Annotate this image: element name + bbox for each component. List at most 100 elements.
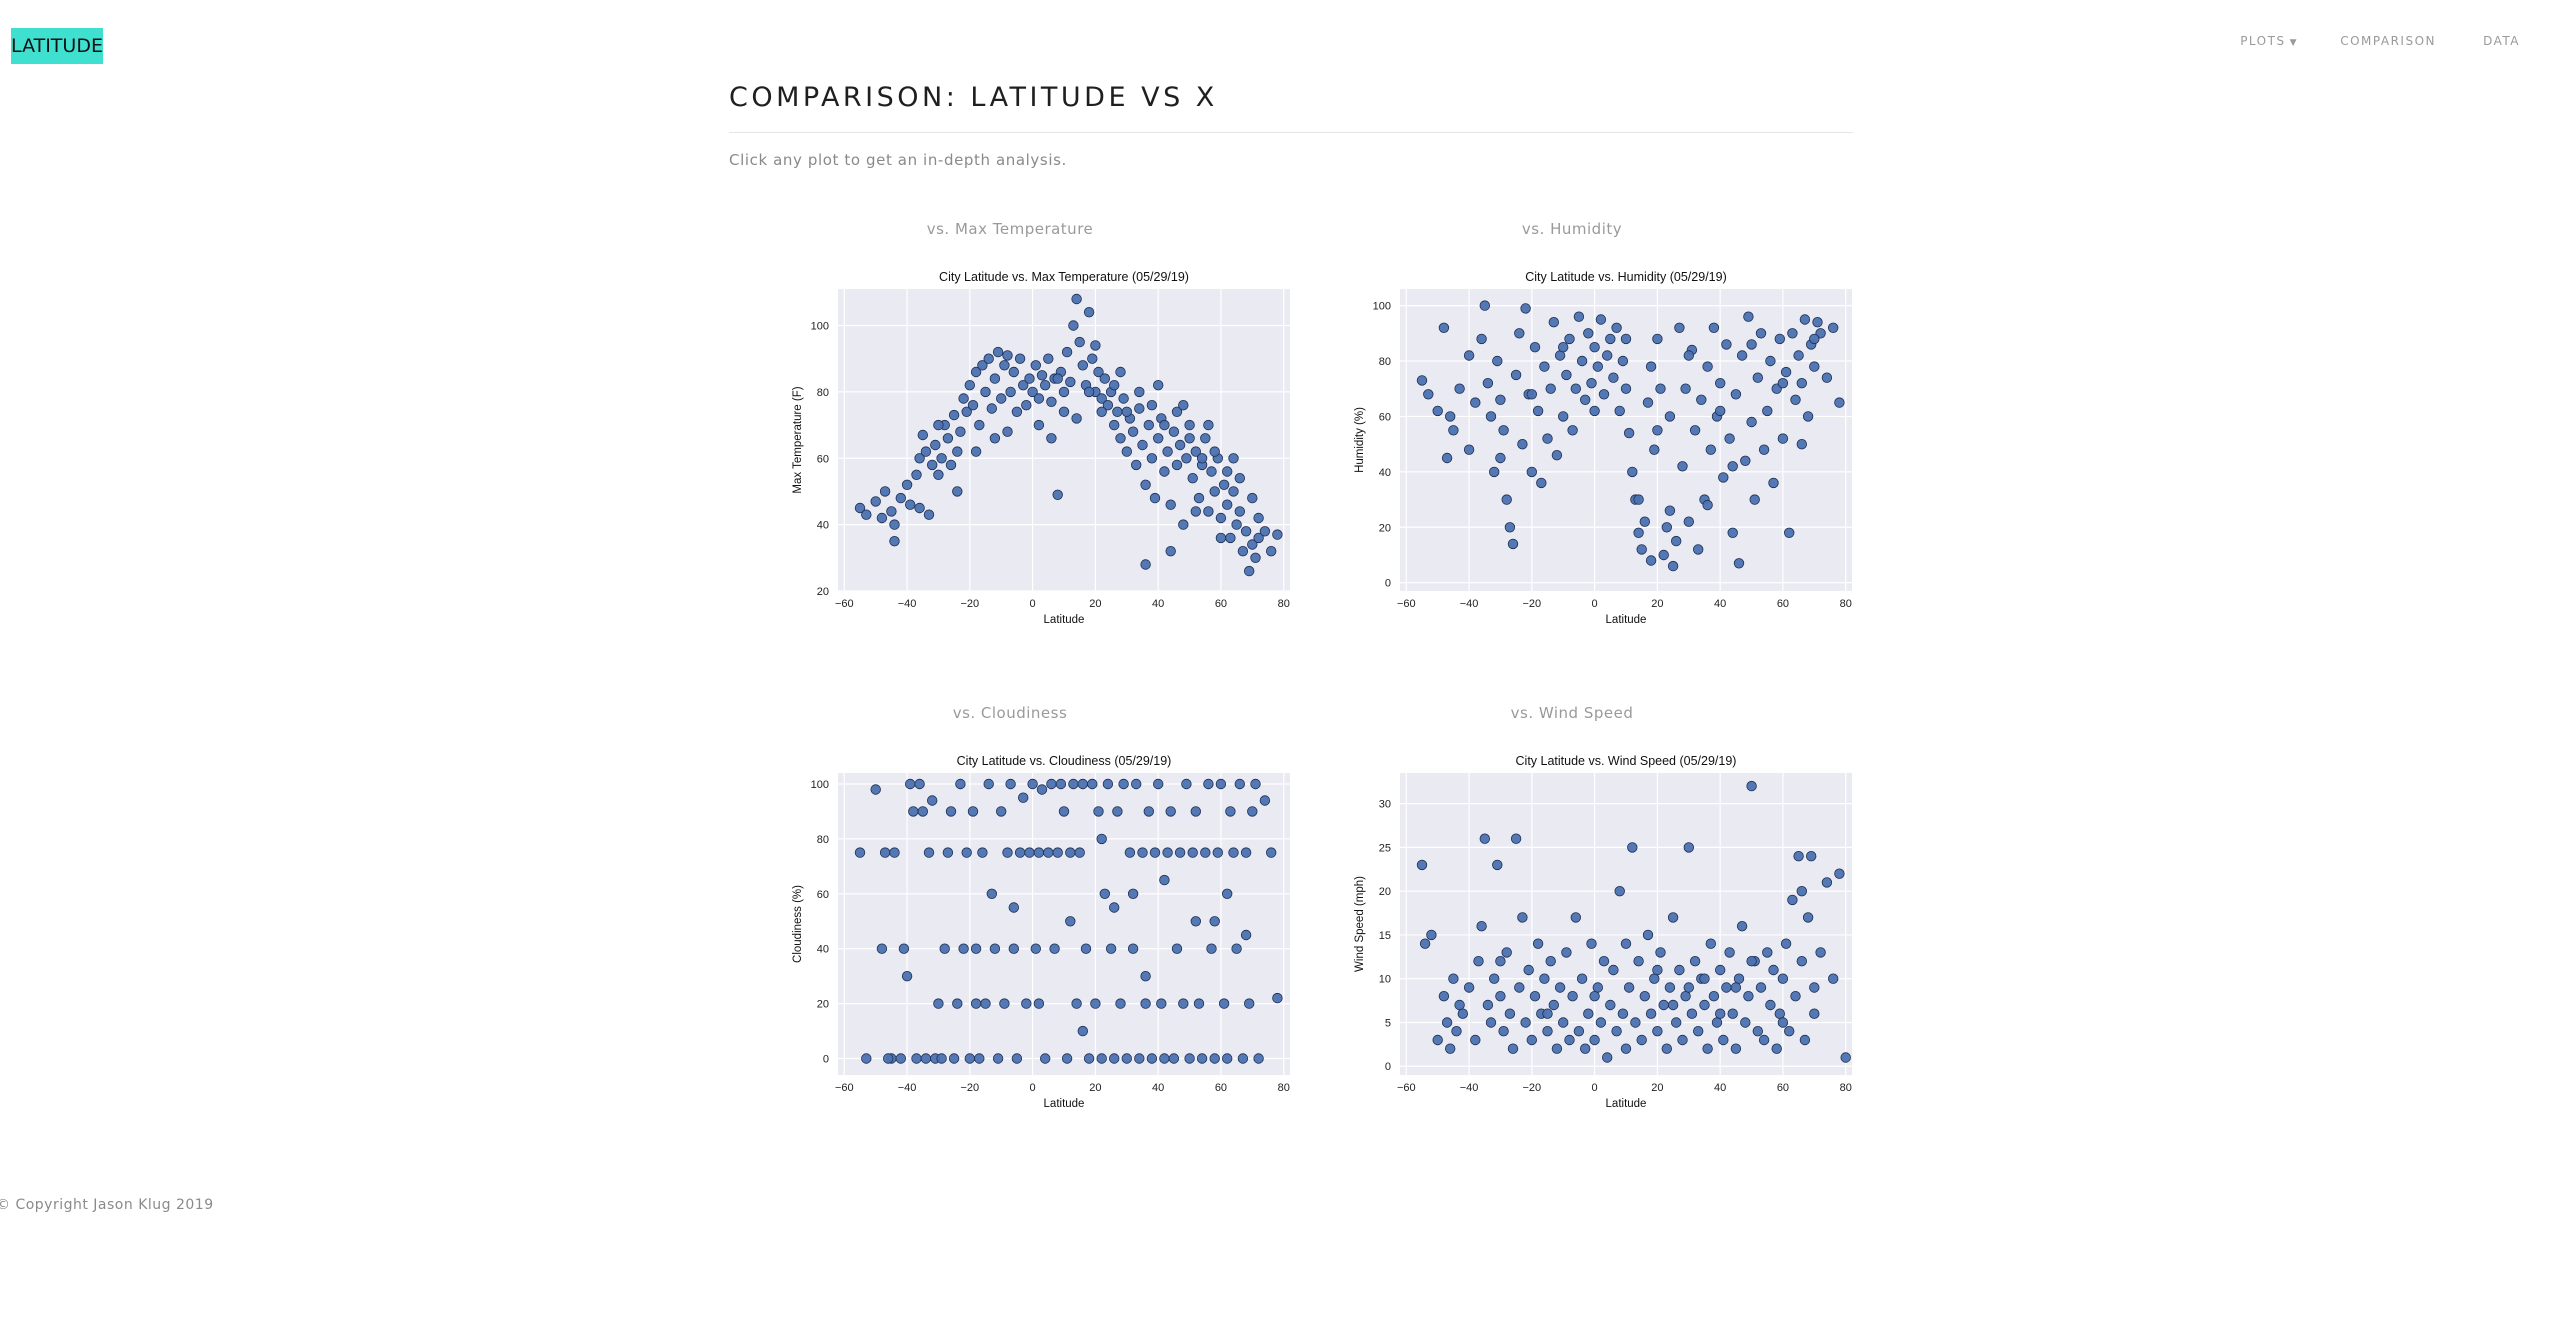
nav-comparison-link[interactable]: COMPARISON (2340, 34, 2436, 48)
data-point (1061, 346, 1073, 358)
data-point (1052, 489, 1063, 501)
data-point (974, 1053, 985, 1064)
x-tick-label: 60 (1215, 598, 1227, 610)
y-tick-label: 15 (1379, 930, 1391, 942)
data-point (1715, 377, 1726, 389)
x-tick-label: −20 (960, 1082, 979, 1094)
data-point (1448, 425, 1459, 436)
data-point (1652, 333, 1663, 345)
data-point (1557, 1017, 1569, 1028)
data-point (1228, 453, 1239, 464)
data-point (1432, 1034, 1443, 1046)
data-point (1448, 973, 1459, 984)
data-point (1231, 943, 1242, 954)
data-point (1234, 506, 1246, 517)
data-point (980, 998, 991, 1009)
data-point (1762, 947, 1773, 958)
data-point (914, 778, 925, 790)
data-point (1498, 1026, 1509, 1037)
data-point (1586, 938, 1597, 949)
data-point (1589, 405, 1600, 417)
data-point (1802, 411, 1814, 422)
data-point (1589, 990, 1600, 1002)
data-point (1115, 998, 1126, 1009)
page-title: COMPARISON: LATITUDE VS X (729, 82, 1218, 113)
data-point (1432, 405, 1443, 417)
nav-plots-dropdown[interactable]: PLOTS ▼ (2240, 34, 2298, 48)
data-point (1683, 842, 1695, 853)
data-point (1633, 494, 1644, 505)
plot-caption-cloudiness: vs. Cloudiness (952, 704, 1068, 722)
data-point (1222, 466, 1233, 477)
data-point (904, 499, 916, 510)
data-point (1736, 350, 1748, 361)
data-point (1178, 519, 1189, 530)
data-point (1143, 419, 1155, 431)
data-point (1137, 847, 1148, 858)
x-tick-label: 40 (1152, 598, 1164, 610)
plot-wind-speed[interactable]: −60 −40 −20 0 20 40 60 80 0 5 10 15 20 25 30 City Latit… (1342, 749, 1902, 1119)
plot-humidity[interactable]: −60 −40 −20 0 20 40 60 80 0 20 40 60 80 100 City Latit… (1342, 265, 1902, 635)
data-point (1099, 888, 1111, 900)
data-point (1730, 389, 1742, 400)
data-point (1702, 1043, 1713, 1054)
data-point (1620, 383, 1632, 394)
data-point (961, 406, 972, 418)
data-point (1579, 394, 1591, 406)
data-point (1498, 425, 1509, 436)
data-point (1143, 806, 1155, 817)
data-point (1127, 943, 1139, 954)
data-point (1583, 328, 1594, 339)
data-point (1715, 405, 1726, 417)
data-point (1083, 307, 1095, 318)
y-tick-label: 25 (1379, 842, 1391, 854)
x-tick-label: 20 (1651, 598, 1663, 610)
data-point (1620, 333, 1632, 345)
data-point (1165, 499, 1176, 510)
data-point (1259, 795, 1271, 806)
y-tick-label: 20 (1379, 522, 1391, 534)
data-point (1573, 1026, 1585, 1037)
data-point (1096, 393, 1107, 404)
data-point (1250, 552, 1261, 564)
data-point (1036, 784, 1048, 795)
data-point (1526, 466, 1538, 478)
plot-max-temperature[interactable]: −60 −40 −20 0 20 40 60 80 20 40 60 80 100 City Latitu… (780, 265, 1340, 635)
nav-data-link[interactable]: DATA (2483, 34, 2520, 48)
data-point (1206, 943, 1217, 954)
data-point (1762, 405, 1773, 417)
data-point (1551, 449, 1563, 461)
brand-logo-link[interactable]: LATITUDE (11, 28, 103, 64)
data-point (1514, 328, 1525, 339)
data-point (992, 1053, 1004, 1064)
data-point (1093, 366, 1104, 378)
plot-cloudiness[interactable]: −60 −40 −20 0 20 40 60 80 0 20 40 60 80 100 City Latit… (780, 749, 1340, 1119)
data-point (1017, 379, 1029, 391)
data-point (1171, 459, 1183, 471)
data-point (1733, 973, 1745, 984)
data-point (854, 502, 866, 514)
data-point (1633, 527, 1644, 539)
data-point (1244, 565, 1255, 577)
x-tick-label: 80 (1278, 1082, 1290, 1094)
data-point (1457, 1008, 1469, 1019)
data-point (1187, 847, 1198, 858)
data-point (1649, 973, 1660, 984)
data-point (1812, 317, 1823, 328)
data-point (1083, 1053, 1095, 1064)
data-point (1733, 558, 1745, 569)
x-tick-label: 20 (1651, 1082, 1663, 1094)
data-point (1259, 526, 1271, 537)
x-tick-label: −40 (1460, 1082, 1479, 1094)
data-point (908, 806, 919, 817)
data-point (1730, 982, 1742, 993)
data-point (1715, 1008, 1726, 1019)
data-point (1272, 992, 1283, 1004)
data-point (1200, 847, 1211, 858)
data-point (1071, 413, 1082, 424)
x-tick-label: 0 (1030, 598, 1036, 610)
data-point (1592, 982, 1604, 993)
data-point (945, 806, 957, 817)
data-point (1190, 446, 1202, 457)
data-point (1623, 982, 1635, 993)
